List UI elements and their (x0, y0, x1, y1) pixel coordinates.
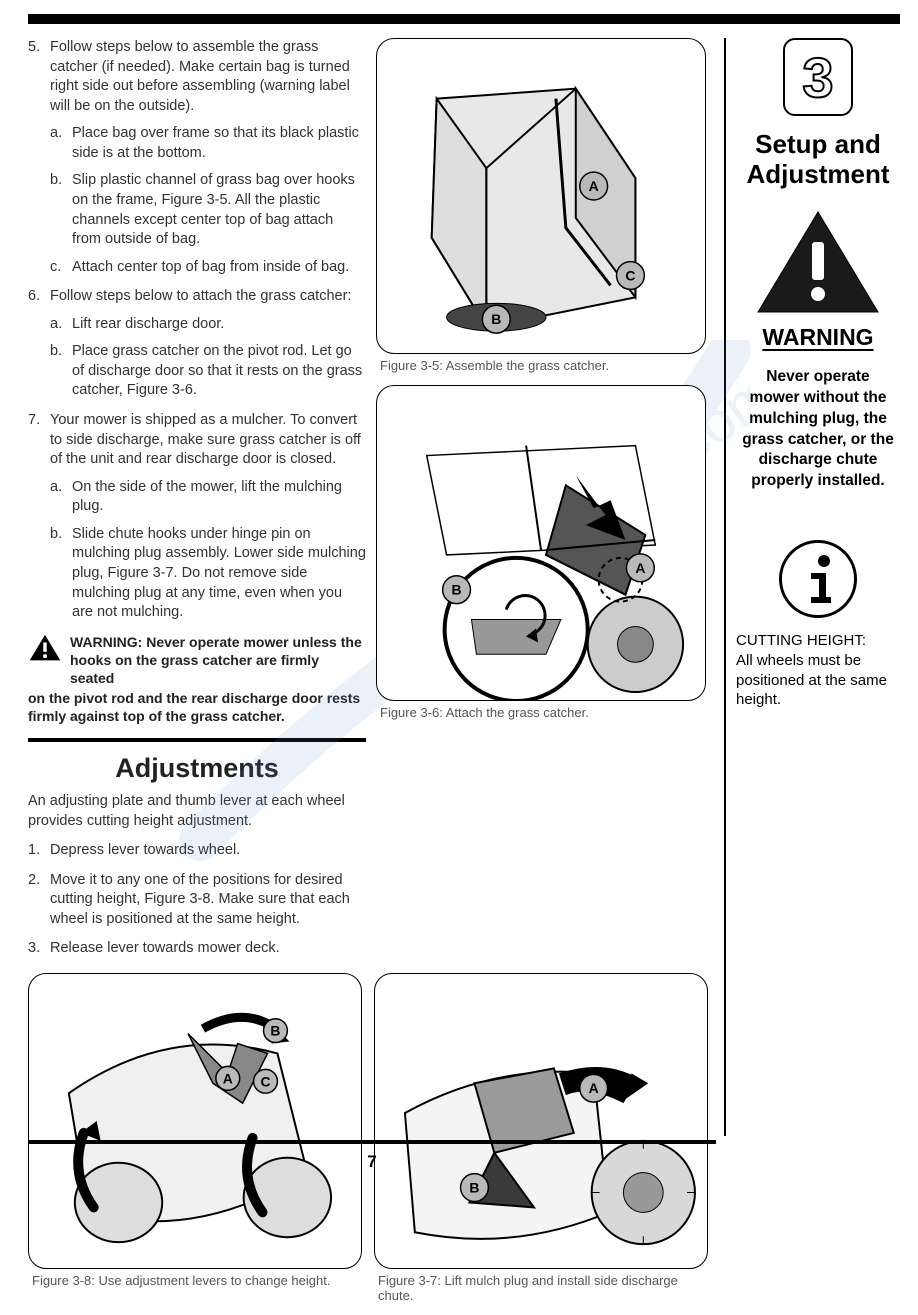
warning-triangle-icon (754, 208, 882, 318)
main-column: 5. Follow steps below to assemble the gr… (28, 24, 716, 1188)
svg-text:A: A (589, 1080, 599, 1096)
page-number: 7 (28, 1152, 716, 1172)
figure-3-8: A B C (28, 973, 362, 1269)
figure-3-6: A B (376, 385, 706, 701)
svg-text:A: A (223, 1070, 233, 1086)
svg-text:A: A (635, 560, 645, 576)
step-text: Your mower is shipped as a mulcher. To c… (50, 412, 361, 467)
figure-3-5: A B C (376, 38, 706, 354)
chapter-number: 3 (802, 45, 833, 110)
adj-step-2: 2.Move it to any one of the positions fo… (28, 871, 366, 930)
step-5: 5. Follow steps below to assemble the gr… (28, 38, 366, 277)
inline-warning-text: WARNING: Never operate mower unless the … (70, 633, 366, 688)
step-7: 7. Your mower is shipped as a mulcher. T… (28, 411, 366, 623)
step-5a: a.Place bag over frame so that its black… (50, 124, 366, 163)
warning-body: Never operate mower without the mulching… (736, 367, 900, 493)
svg-text:C: C (625, 267, 635, 283)
info-icon (779, 540, 857, 618)
warning-triangle-icon (28, 633, 62, 663)
page: manualserve.com 5. Follow steps below to… (0, 0, 918, 1188)
inline-warning: WARNING: Never operate mower unless the … (28, 633, 366, 688)
figure-3-6-caption: Figure 3-6: Attach the grass catcher. (380, 705, 706, 720)
adj-step-1: 1.Depress lever towards wheel. (28, 841, 366, 861)
svg-text:A: A (589, 178, 599, 194)
divider (28, 738, 366, 742)
adjustments-heading: Adjustments (28, 750, 366, 786)
inline-warning-cont: on the pivot rod and the rear discharge … (28, 689, 366, 725)
figure-column: A B C Figure 3-5: Assemble the grass cat… (376, 38, 706, 969)
svg-text:B: B (469, 1179, 479, 1195)
cutting-height-heading: CUTTING HEIGHT: (736, 632, 900, 649)
step-number: 5. (28, 38, 40, 58)
svg-text:B: B (491, 311, 501, 327)
figure-3-7-caption: Figure 3-7: Lift mulch plug and install … (378, 1273, 708, 1303)
footer-divider (28, 1140, 716, 1144)
figure-3-8-caption: Figure 3-8: Use adjustment levers to cha… (32, 1273, 362, 1288)
svg-text:B: B (452, 582, 462, 598)
adjustments-intro: An adjusting plate and thumb lever at ea… (28, 792, 366, 831)
step-7b: b.Slide chute hooks under hinge pin on m… (50, 525, 366, 623)
chapter-number-box: 3 (783, 38, 853, 116)
adj-step-3: 3.Release lever towards mower deck. (28, 939, 366, 959)
step-number: 6. (28, 287, 40, 307)
step-7a: a.On the side of the mower, lift the mul… (50, 478, 366, 517)
sidebar: 3 Setup and Adjustment WARNING Never ope… (716, 24, 900, 1188)
step-6b: b.Place grass catcher on the pivot rod. … (50, 342, 366, 401)
step-6a: a.Lift rear discharge door. (50, 315, 366, 335)
sidebar-title: Setup and Adjustment (736, 130, 900, 190)
step-5c: c.Attach center top of bag from inside o… (50, 258, 366, 278)
step-text: Follow steps below to attach the grass c… (50, 288, 351, 304)
figure-3-5-caption: Figure 3-5: Assemble the grass catcher. (380, 358, 706, 373)
step-number: 7. (28, 411, 40, 431)
svg-text:C: C (260, 1073, 270, 1089)
warning-label: WARNING (736, 324, 900, 351)
cutting-height-body: All wheels must be positioned at the sam… (736, 651, 900, 710)
step-6: 6. Follow steps below to attach the gras… (28, 287, 366, 401)
text-column: 5. Follow steps below to assemble the gr… (28, 38, 366, 969)
step-5b: b.Slip plastic channel of grass bag over… (50, 171, 366, 249)
svg-text:B: B (270, 1023, 280, 1039)
step-text: Follow steps below to assemble the grass… (50, 39, 350, 114)
figure-3-7: A B (374, 973, 708, 1269)
top-black-bar (28, 14, 900, 24)
